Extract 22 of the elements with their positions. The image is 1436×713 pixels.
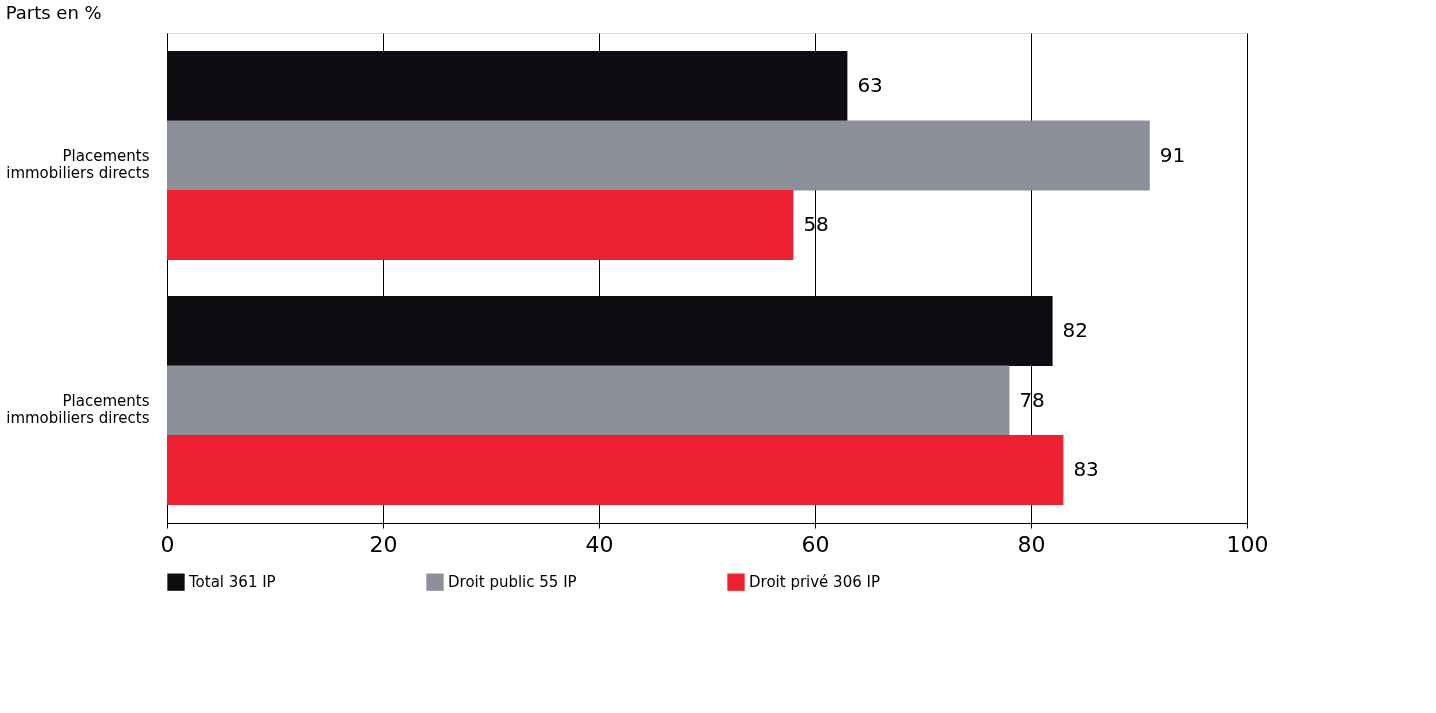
data-label: 63: [857, 73, 883, 98]
x-tick-label: 40: [585, 531, 614, 557]
bar: [167, 365, 1010, 436]
bar: [167, 51, 848, 122]
bar: [167, 296, 1053, 367]
bar: [167, 120, 1150, 191]
legend-label: Droit privé 306 IP: [749, 573, 880, 592]
x-tick-label: 20: [369, 531, 398, 557]
bar: [167, 189, 794, 260]
x-tick-label: 100: [1226, 531, 1269, 557]
data-label: 91: [1159, 142, 1186, 167]
y-tick-label: Placements immobiliers directs: [6, 391, 150, 427]
data-label: 82: [1062, 318, 1089, 343]
bar: [167, 434, 1064, 505]
chart-title: Parts en %: [5, 2, 102, 23]
data-label: 83: [1073, 456, 1099, 481]
legend-label: Droit public 55 IP: [448, 573, 577, 592]
legend-label: Total 361 IP: [188, 573, 276, 592]
x-tick-label: 60: [801, 531, 830, 557]
x-tick-label: 80: [1017, 531, 1046, 557]
x-tick-label: 0: [160, 531, 175, 557]
y-tick-label: Placements immobiliers directs: [6, 146, 150, 182]
